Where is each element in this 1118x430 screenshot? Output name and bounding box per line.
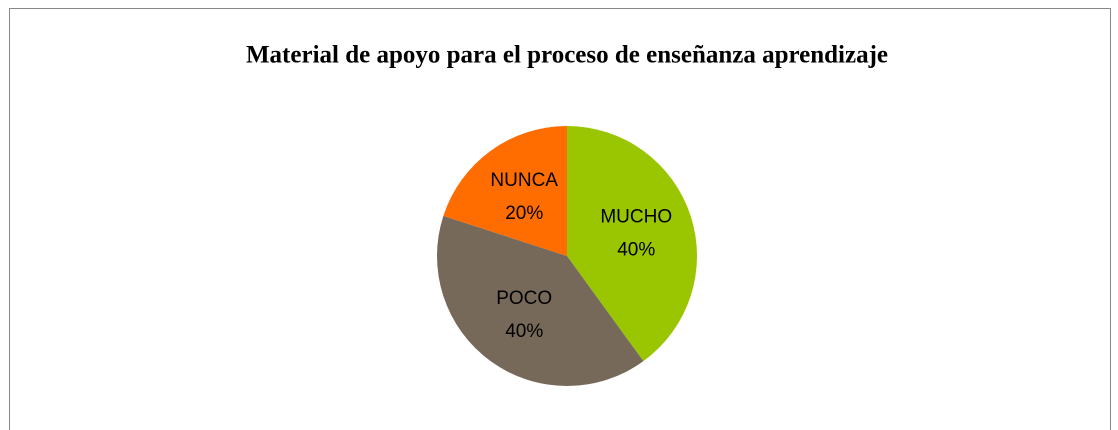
slice-value: 40%: [505, 321, 543, 342]
pie-slice: [436, 215, 644, 387]
slice-value: 40%: [617, 240, 655, 261]
slice-label: POCO: [496, 288, 552, 309]
chart-title: Material de apoyo para el proceso de ens…: [246, 42, 888, 69]
pie-slice: [567, 126, 698, 362]
slice-label: MUCHO: [600, 207, 672, 228]
chart-frame: [9, 8, 1111, 430]
slice-label: NUNCA: [490, 170, 558, 191]
slice-value: 20%: [505, 203, 543, 224]
pie-slice: [443, 126, 567, 256]
